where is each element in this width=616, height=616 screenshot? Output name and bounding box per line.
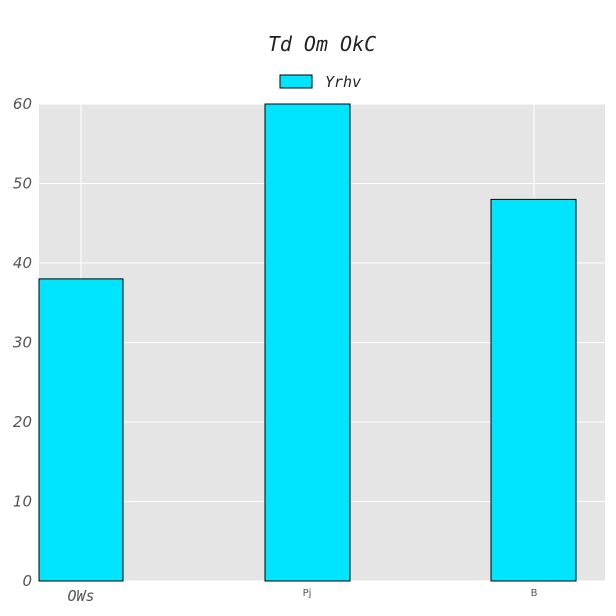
bar-pj bbox=[265, 104, 350, 581]
x-axis-ticks: OWs Pj B bbox=[67, 587, 537, 605]
y-axis-ticks: 0 10 20 30 40 50 60 bbox=[13, 95, 32, 590]
x-tick-label: OWs bbox=[67, 587, 94, 605]
legend-swatch bbox=[280, 75, 312, 88]
chart-title: Td Om OkC bbox=[268, 32, 376, 56]
legend-label: Yrhv bbox=[325, 73, 361, 91]
y-tick-label: 30 bbox=[13, 334, 32, 352]
y-tick-label: 50 bbox=[13, 175, 32, 193]
legend: Yrhv bbox=[280, 73, 361, 91]
bar-ows bbox=[39, 279, 123, 581]
bar-b bbox=[491, 199, 576, 581]
y-tick-label: 20 bbox=[13, 413, 32, 431]
y-tick-label: 0 bbox=[22, 572, 32, 590]
y-tick-label: 10 bbox=[13, 493, 32, 511]
x-tick-label: Pj bbox=[303, 588, 312, 599]
x-tick-label: B bbox=[531, 588, 538, 599]
y-tick-label: 60 bbox=[13, 95, 32, 113]
y-tick-label: 40 bbox=[13, 254, 32, 272]
